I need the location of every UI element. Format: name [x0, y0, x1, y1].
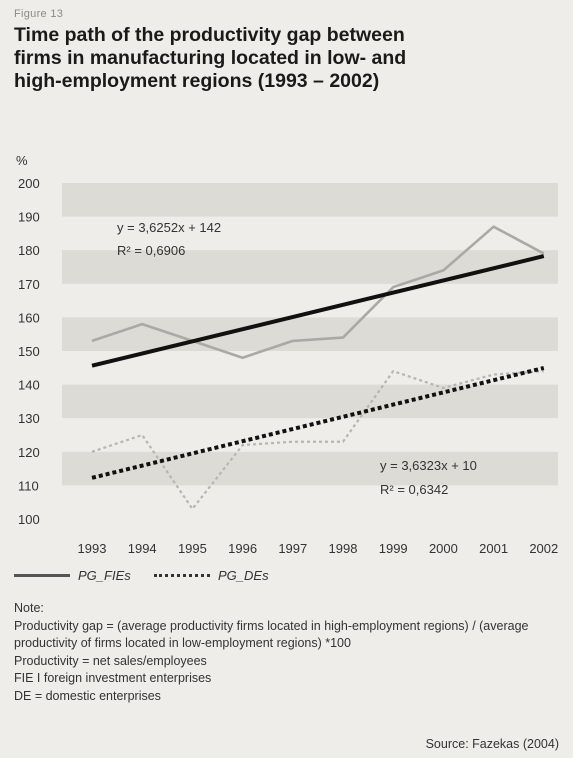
x-tick-label: 2000 — [429, 541, 458, 556]
trend-r2-de: R² = 0,6342 — [380, 482, 448, 497]
trend-annotations: y = 3,6252x + 142 R² = 0,6906 y = 3,6323… — [117, 220, 477, 497]
note-productivity: Productivity = net sales/employees — [14, 653, 207, 668]
x-tick-label: 2001 — [479, 541, 508, 556]
y-tick-label: 190 — [18, 210, 40, 225]
y-axis-ticks: 100 110 120 130 140 150 160 170 180 190 200 — [18, 176, 40, 527]
chart-title: Time path of the productivity gap betwee… — [14, 24, 559, 93]
note-definition: Productivity gap = (average productivity… — [14, 618, 529, 651]
y-tick-label: 160 — [18, 310, 40, 325]
grid-band — [62, 384, 558, 419]
y-tick-label: 150 — [18, 344, 40, 359]
y-axis-label: % — [16, 153, 28, 168]
y-tick-label: 140 — [18, 378, 40, 393]
data-series — [91, 225, 545, 511]
legend-label-de: PG_DEs — [218, 568, 269, 583]
title-line: firms in manufacturing located in low- a… — [14, 47, 407, 69]
x-tick-label: 1998 — [329, 541, 358, 556]
y-tick-label: 130 — [18, 411, 40, 426]
y-tick-label: 200 — [18, 176, 40, 191]
grid-band — [62, 451, 558, 486]
grid-band — [62, 317, 558, 351]
y-tick-label: 170 — [18, 277, 40, 292]
grid-band — [62, 183, 558, 217]
x-tick-label: 1997 — [278, 541, 307, 556]
trendlines — [91, 254, 545, 480]
grid-bands — [62, 183, 558, 486]
title-line: Time path of the productivity gap betwee… — [14, 24, 405, 46]
figure-label: Figure 13 — [14, 8, 64, 20]
trendline-PG_FIEs — [91, 254, 545, 368]
note-fie: FIE I foreign investment enterprises — [14, 671, 212, 685]
notes-block: Note: Productivity gap = (average produc… — [14, 600, 562, 705]
trend-equation-de: y = 3,6323x + 10 — [380, 458, 477, 473]
legend-label-fie: PG_FIEs — [78, 568, 131, 583]
trendline-PG_DEs — [91, 366, 545, 480]
x-tick-label: 1993 — [78, 541, 107, 556]
legend-item-de: PG_DEs — [154, 568, 269, 583]
x-tick-label: 1999 — [379, 541, 408, 556]
y-tick-label: 120 — [18, 445, 40, 460]
trend-r2-fie: R² = 0,6906 — [117, 243, 185, 258]
trend-equation-fie: y = 3,6252x + 142 — [117, 220, 221, 235]
x-tick-label: 1994 — [128, 541, 157, 556]
y-tick-label: 100 — [18, 512, 40, 527]
legend-swatch-dotted — [154, 574, 210, 577]
y-tick-label: 180 — [18, 243, 40, 258]
x-tick-label: 1995 — [178, 541, 207, 556]
grid-band — [62, 250, 558, 284]
series-line-PG_FIEs — [91, 225, 545, 360]
note-de: DE = domestic enterprises — [14, 688, 161, 703]
title-line: high-employment regions (1993 – 2002) — [14, 70, 380, 92]
x-tick-label: 2002 — [529, 541, 558, 556]
x-tick-label: 1996 — [228, 541, 257, 556]
notes-heading: Note: — [14, 601, 44, 615]
legend-item-fie: PG_FIEs — [14, 568, 131, 583]
series-line-PG_DEs — [91, 370, 544, 511]
y-tick-label: 110 — [18, 478, 39, 493]
x-axis-ticks: 1993 1994 1995 1996 1997 1998 1999 2000 2001 2002 — [78, 541, 559, 556]
source-note: Source: Fazekas (2004) — [425, 737, 559, 751]
legend-swatch-solid — [14, 574, 70, 577]
line-chart: % 100 110 120 130 140 150 160 170 180 190 200 1993… — [16, 153, 559, 556]
